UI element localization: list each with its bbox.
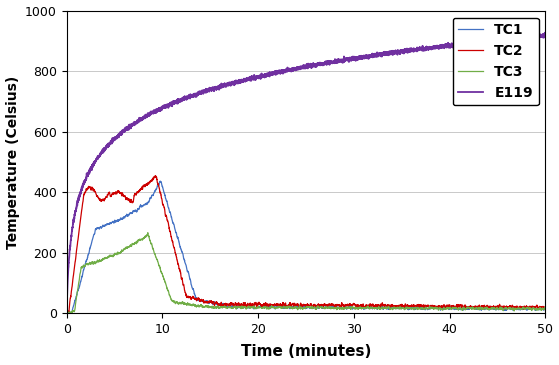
E119 — [350, 56, 357, 60]
E119 — [542, 34, 549, 38]
TC1 — [247, 306, 253, 310]
TC3 — [247, 306, 253, 310]
TC2 — [421, 305, 428, 309]
Line: TC3: TC3 — [67, 233, 546, 314]
TC1 — [150, 192, 157, 196]
Line: TC2: TC2 — [67, 176, 546, 314]
TC3 — [421, 307, 428, 311]
TC1 — [421, 305, 428, 310]
TC3 — [64, 311, 70, 316]
Legend: TC1, TC2, TC3, E119: TC1, TC2, TC3, E119 — [453, 18, 538, 105]
TC3 — [542, 308, 549, 312]
Y-axis label: Temperature (Celsius): Temperature (Celsius) — [6, 75, 20, 249]
TC2 — [375, 303, 381, 308]
TC1 — [457, 307, 464, 311]
E119 — [457, 41, 463, 45]
E119 — [63, 305, 70, 309]
TC2 — [150, 176, 157, 181]
E119 — [247, 75, 253, 80]
E119 — [375, 52, 381, 57]
TC2 — [542, 307, 549, 312]
TC3 — [144, 231, 151, 235]
Line: E119: E119 — [67, 32, 546, 307]
TC3 — [63, 311, 70, 315]
TC2 — [457, 303, 464, 307]
TC1 — [542, 308, 549, 313]
TC1 — [63, 311, 70, 316]
Line: TC1: TC1 — [67, 181, 546, 314]
TC1 — [157, 179, 163, 183]
TC3 — [350, 306, 357, 310]
TC3 — [375, 306, 382, 310]
E119 — [542, 30, 548, 35]
TC2 — [350, 302, 357, 306]
E119 — [150, 110, 157, 114]
TC2 — [247, 303, 253, 307]
X-axis label: Time (minutes): Time (minutes) — [241, 345, 371, 360]
TC1 — [375, 306, 381, 310]
TC3 — [150, 249, 157, 253]
E119 — [420, 46, 427, 50]
TC1 — [350, 306, 357, 310]
TC2 — [152, 174, 159, 178]
TC2 — [63, 311, 70, 316]
TC3 — [457, 306, 464, 311]
